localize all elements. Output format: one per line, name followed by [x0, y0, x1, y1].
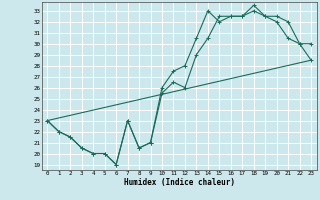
X-axis label: Humidex (Indice chaleur): Humidex (Indice chaleur)	[124, 178, 235, 187]
